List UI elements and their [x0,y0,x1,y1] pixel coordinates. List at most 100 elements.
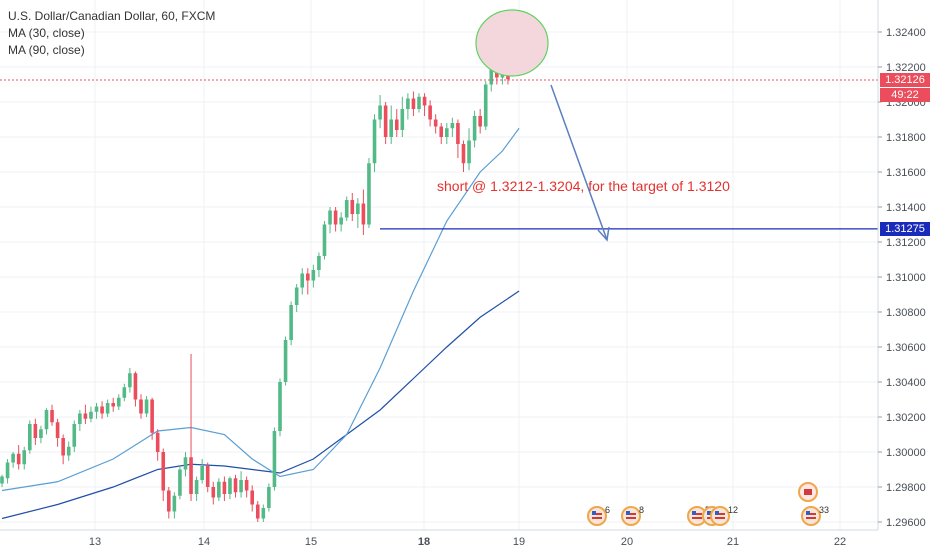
event-markers: 68521233 [587,482,829,526]
candle-down [422,96,427,106]
ma30-line [1,127,520,492]
chart-grid [0,0,878,530]
time-axis[interactable]: 13 14 15 18 19 20 21 22 [89,536,846,548]
candle-up [183,457,188,470]
event-count: 33 [819,505,829,515]
candle-up [66,446,71,456]
candle-up [339,217,343,225]
candle-down [333,210,338,225]
candle-down [33,424,38,438]
candle-up [194,480,199,494]
trend-arrow[interactable] [550,84,610,242]
candle-down [394,119,399,130]
economic-event-icon[interactable]: 33 [801,505,829,526]
candle-up [278,382,282,431]
candle-up [417,96,421,109]
candle-up [272,431,277,487]
candle-down [222,481,227,494]
candle-up [283,340,288,382]
target-price-tag: 1.31275 [880,221,930,236]
economic-event-icon[interactable]: 12 [710,505,738,526]
ma90-label: MA (90, close) [8,43,85,57]
candle-up [39,429,43,438]
candle-down [189,457,193,494]
us-flag-icon [801,506,821,526]
candle-down [478,116,482,127]
candle-down [211,487,216,498]
candle-down [16,453,21,465]
candle-down [233,478,238,493]
candle-up [0,476,4,484]
economic-event-icon[interactable]: 8 [621,505,644,526]
x-tick-label: 21 [727,536,739,548]
candle-up [200,466,204,480]
candle-down [161,452,166,491]
candle-up [450,123,455,129]
candle-down [456,123,460,144]
y-tick-label: 1.31200 [886,237,926,249]
candle-up [267,487,271,508]
candle-up [322,224,327,256]
candle-down [439,126,444,137]
x-tick-label: 22 [834,536,846,548]
candle-up [406,98,410,109]
candle-up [144,399,149,414]
candle-down [411,98,416,109]
y-tick-label: 1.31800 [886,132,926,144]
candle-up [22,450,27,465]
candle-up [372,119,377,164]
candle-up [89,411,93,419]
candle-up [317,256,321,270]
candle-up [311,270,316,281]
candle-down [150,399,154,433]
us-flag-icon [587,506,607,526]
canada-event-icon[interactable] [798,482,818,502]
candle-down [433,119,438,127]
candle-up [483,84,488,127]
candle-up [328,210,332,225]
candle-up [378,105,382,120]
candle-up [367,163,371,225]
candle-down [111,403,115,407]
candle-up [72,424,77,447]
candle-up [128,373,132,388]
candle-down [133,373,138,400]
ma30-label: MA (30, close) [8,26,85,40]
candle-down [350,200,355,214]
y-tick-label: 1.30400 [886,377,926,389]
candle-down [167,490,171,512]
candle-down [50,410,54,423]
chart-title: U.S. Dollar/Canadian Dollar, 60, FXCM [8,9,216,23]
y-tick-label: 1.32400 [886,27,926,39]
candle-up [389,119,393,137]
moving-averages [1,127,520,520]
economic-event-icon[interactable]: 6 [587,505,610,526]
candle-down [306,273,310,281]
candle-down [383,105,388,137]
candle-up [289,305,293,340]
y-tick-label: 1.29600 [886,517,926,529]
highlight-ellipse[interactable] [475,9,549,77]
x-tick-label: 20 [621,536,633,548]
candle-up [344,200,349,218]
candle-down [244,480,249,491]
candle-up [122,387,127,398]
candle-up [217,481,221,498]
y-tick-label: 1.31000 [886,272,926,284]
event-count: 8 [639,505,644,515]
candle-up [78,413,82,424]
ma90-line [1,290,520,520]
y-tick-label: 1.30200 [886,412,926,424]
candle-down [250,490,254,505]
candle-down [155,432,160,452]
candle-down [361,203,366,225]
candle-up [11,453,15,463]
candle-up [356,203,360,214]
candle-up [472,116,477,141]
candle-up [178,469,182,496]
candle-down [255,504,260,519]
x-tick-label: 13 [89,536,101,548]
candle-up [28,424,32,451]
price-axis[interactable]: 1.29600 1.29800 1.30000 1.30200 1.30400 1.306… [878,27,926,529]
